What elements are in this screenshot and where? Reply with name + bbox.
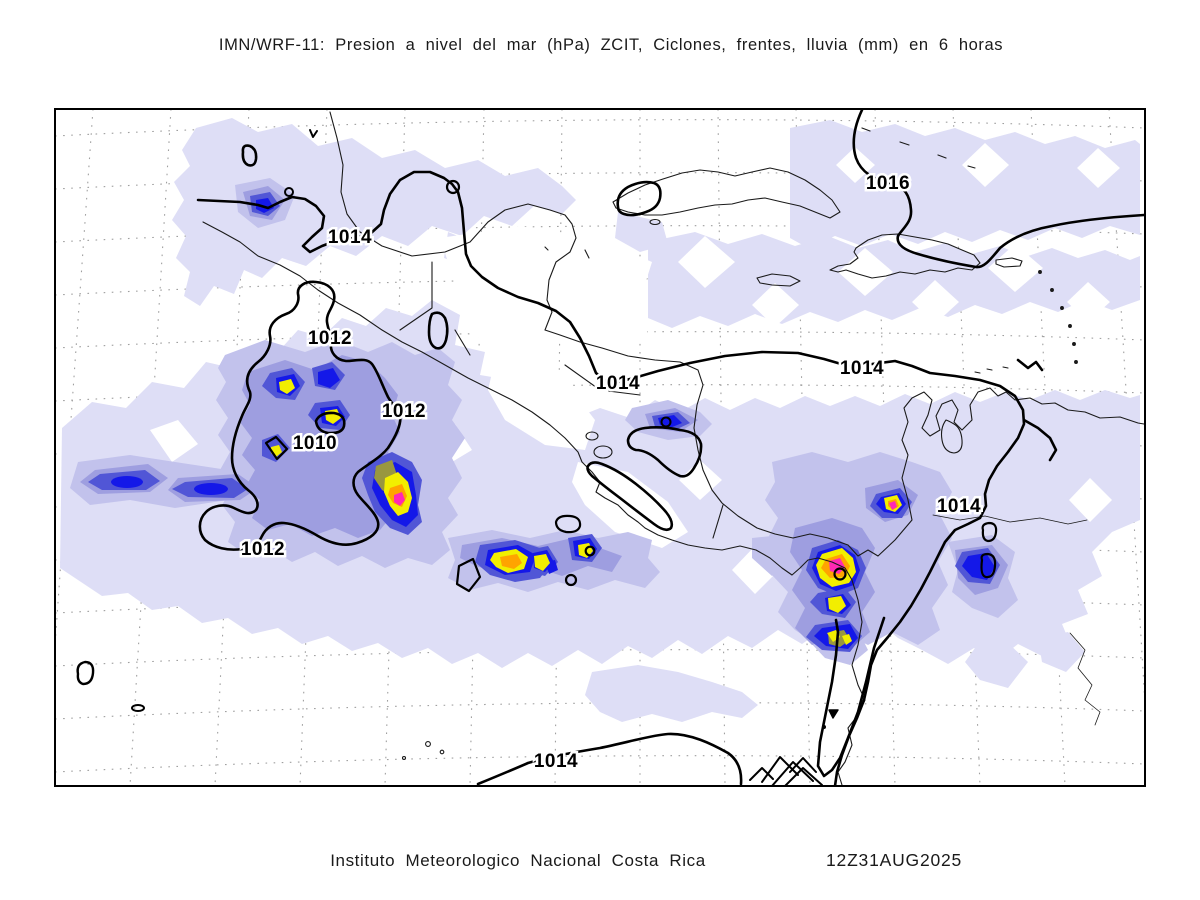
- footer-institution: Instituto Meteorologico Nacional Costa R…: [330, 851, 706, 870]
- contour-labels-layer: 1016 1014 1012 1012 1010 1012 1014 1014 1014 1014: [238, 171, 983, 775]
- footer-timestamp: 12Z31AUG2025: [826, 850, 963, 870]
- contour-label-1014: 1014: [937, 496, 981, 517]
- contour-label-1014: 1014: [596, 373, 640, 394]
- contour-label-1014: 1014: [534, 751, 578, 772]
- pressure-contours: [76, 110, 1144, 785]
- contour-label-1016: 1016: [866, 173, 910, 194]
- contour-label-1010: 1010: [293, 433, 337, 454]
- contour-label-1014: 1014: [328, 227, 372, 248]
- contour-label-1012: 1012: [308, 328, 352, 349]
- contour-label-1012: 1012: [382, 401, 426, 422]
- contour-label-1012: 1012: [241, 539, 285, 560]
- coastlines-layer: [202, 111, 1144, 785]
- contour-label-1014: 1014: [840, 358, 884, 379]
- plot-title: IMN/WRF-11: Presion a nivel del mar (hPa…: [218, 36, 1004, 54]
